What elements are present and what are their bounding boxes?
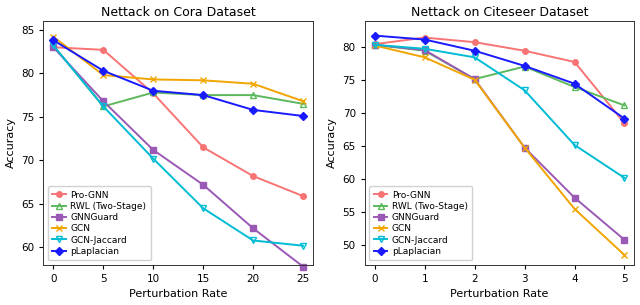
Line: pLaplacian: pLaplacian (51, 38, 306, 119)
GCN-Jaccard (49, 44, 57, 47)
Y-axis label: Accuracy: Accuracy (6, 117, 15, 168)
GCN (371, 44, 379, 47)
RWL (Two-Stage) (300, 102, 307, 106)
GCN (300, 99, 307, 103)
GCN (99, 73, 107, 77)
GNNGuard (99, 99, 107, 103)
Pro-GNN (49, 45, 57, 49)
GCN-Jaccard (250, 239, 257, 242)
GNNGuard (199, 183, 207, 187)
GCN (199, 78, 207, 82)
GCN-Jaccard (149, 157, 157, 160)
Line: GCN: GCN (372, 43, 627, 258)
Pro-GNN (521, 49, 529, 52)
GCN (621, 253, 628, 257)
GCN (149, 77, 157, 81)
Pro-GNN (99, 48, 107, 52)
GCN-Jaccard (99, 105, 107, 108)
pLaplacian (49, 38, 57, 42)
Y-axis label: Accuracy: Accuracy (327, 117, 337, 168)
GNNGuard (571, 196, 579, 199)
Legend: Pro-GNN, RWL (Two-Stage), GNNGuard, GCN, GCN-Jaccard, pLaplacian: Pro-GNN, RWL (Two-Stage), GNNGuard, GCN,… (369, 186, 472, 260)
RWL (Two-Stage) (199, 93, 207, 97)
Line: GNNGuard: GNNGuard (372, 42, 627, 242)
GNNGuard (250, 227, 257, 230)
Pro-GNN (421, 36, 429, 39)
GCN (421, 56, 429, 59)
GCN (250, 82, 257, 86)
Line: GNNGuard: GNNGuard (51, 45, 306, 269)
GCN (471, 78, 479, 81)
X-axis label: Perturbation Rate: Perturbation Rate (451, 289, 548, 300)
RWL (Two-Stage) (371, 43, 379, 47)
RWL (Two-Stage) (421, 49, 429, 52)
GNNGuard (371, 43, 379, 47)
Title: Nettack on Cora Dataset: Nettack on Cora Dataset (101, 5, 255, 19)
Title: Nettack on Citeseer Dataset: Nettack on Citeseer Dataset (411, 5, 588, 19)
GCN (571, 207, 579, 211)
Pro-GNN (471, 40, 479, 44)
Pro-GNN (300, 194, 307, 198)
Line: Pro-GNN: Pro-GNN (51, 45, 306, 199)
pLaplacian (149, 89, 157, 93)
RWL (Two-Stage) (471, 77, 479, 81)
pLaplacian (571, 82, 579, 85)
RWL (Two-Stage) (149, 91, 157, 94)
X-axis label: Perturbation Rate: Perturbation Rate (129, 289, 227, 300)
pLaplacian (371, 34, 379, 38)
RWL (Two-Stage) (621, 104, 628, 107)
Pro-GNN (621, 121, 628, 125)
pLaplacian (300, 114, 307, 118)
Line: RWL (Two-Stage): RWL (Two-Stage) (51, 43, 306, 109)
GNNGuard (471, 77, 479, 81)
GNNGuard (621, 238, 628, 242)
GNNGuard (521, 146, 529, 149)
pLaplacian (99, 69, 107, 73)
Pro-GNN (149, 92, 157, 95)
RWL (Two-Stage) (250, 93, 257, 97)
GCN-Jaccard (471, 56, 479, 59)
GNNGuard (49, 45, 57, 49)
GCN-Jaccard (371, 43, 379, 47)
Pro-GNN (199, 145, 207, 149)
pLaplacian (471, 49, 479, 52)
GNNGuard (149, 148, 157, 152)
Line: Pro-GNN: Pro-GNN (372, 35, 627, 126)
pLaplacian (621, 117, 628, 120)
GCN (49, 35, 57, 39)
pLaplacian (199, 93, 207, 97)
Legend: Pro-GNN, RWL (Two-Stage), GNNGuard, GCN, GCN-Jaccard, pLaplacian: Pro-GNN, RWL (Two-Stage), GNNGuard, GCN,… (48, 186, 151, 260)
GCN-Jaccard (300, 244, 307, 248)
Line: GCN-Jaccard: GCN-Jaccard (51, 43, 306, 249)
RWL (Two-Stage) (521, 65, 529, 68)
Pro-GNN (571, 60, 579, 64)
Line: GCN-Jaccard: GCN-Jaccard (372, 42, 627, 181)
Pro-GNN (371, 42, 379, 46)
GCN-Jaccard (571, 143, 579, 147)
GCN (521, 146, 529, 149)
Line: RWL (Two-Stage): RWL (Two-Stage) (372, 42, 627, 108)
RWL (Two-Stage) (99, 105, 107, 108)
GCN-Jaccard (421, 47, 429, 51)
GCN-Jaccard (199, 206, 207, 210)
pLaplacian (521, 64, 529, 68)
pLaplacian (421, 38, 429, 41)
Line: pLaplacian: pLaplacian (372, 33, 627, 121)
GCN-Jaccard (521, 88, 529, 92)
RWL (Two-Stage) (49, 44, 57, 47)
Line: GCN: GCN (51, 34, 306, 104)
GNNGuard (421, 48, 429, 52)
pLaplacian (250, 108, 257, 112)
GCN-Jaccard (621, 176, 628, 180)
GNNGuard (300, 265, 307, 268)
RWL (Two-Stage) (571, 85, 579, 89)
Pro-GNN (250, 174, 257, 178)
